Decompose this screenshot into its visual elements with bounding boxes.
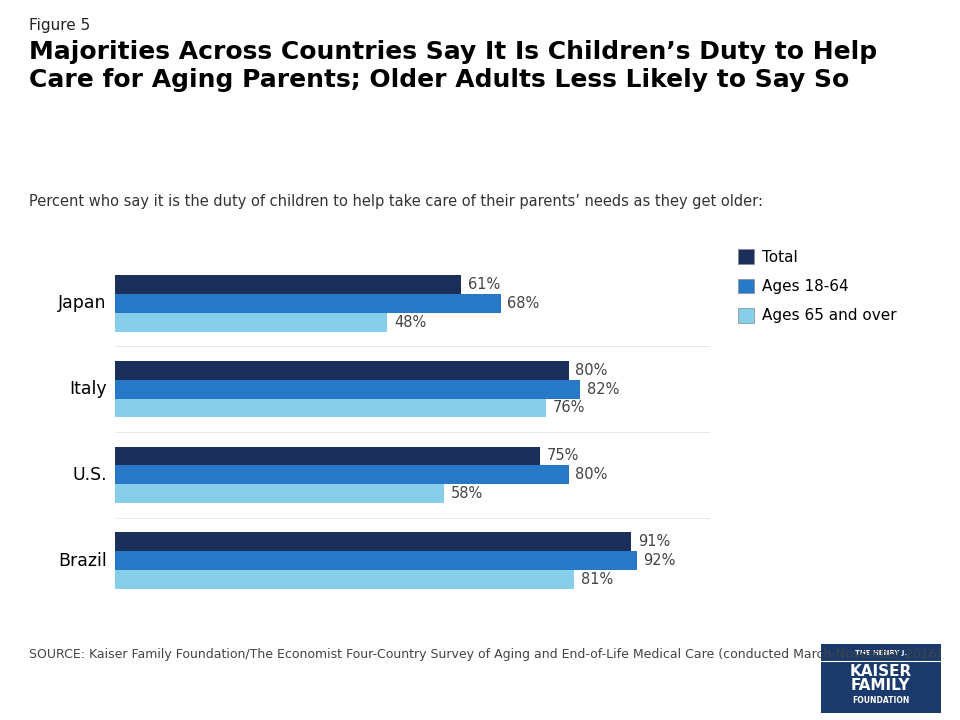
- Text: 81%: 81%: [581, 572, 613, 587]
- Text: 75%: 75%: [547, 449, 580, 464]
- Text: THE HENRY J.: THE HENRY J.: [854, 649, 907, 656]
- Text: Percent who say it is the duty of children to help take care of their parents’ n: Percent who say it is the duty of childr…: [29, 194, 763, 210]
- Bar: [115, 294, 501, 313]
- Bar: [115, 570, 574, 589]
- Text: SOURCE: Kaiser Family Foundation/The Economist Four-Country Survey of Aging and : SOURCE: Kaiser Family Foundation/The Eco…: [29, 648, 941, 661]
- Bar: [115, 399, 546, 418]
- Text: 92%: 92%: [643, 553, 676, 568]
- Bar: [115, 361, 568, 379]
- Bar: [115, 551, 636, 570]
- Bar: [115, 532, 631, 551]
- Text: FOUNDATION: FOUNDATION: [852, 696, 909, 705]
- Text: KAISER: KAISER: [850, 665, 912, 679]
- Text: 82%: 82%: [587, 382, 619, 397]
- Text: Majorities Across Countries Say It Is Children’s Duty to Help
Care for Aging Par: Majorities Across Countries Say It Is Ch…: [29, 40, 876, 92]
- Text: 68%: 68%: [508, 296, 540, 311]
- Bar: [115, 379, 580, 399]
- Bar: [115, 275, 461, 294]
- Text: 80%: 80%: [575, 363, 608, 378]
- Text: 58%: 58%: [451, 486, 483, 501]
- Bar: [115, 485, 444, 503]
- Text: 61%: 61%: [468, 277, 500, 292]
- Text: 91%: 91%: [637, 534, 670, 549]
- Text: 80%: 80%: [575, 467, 608, 482]
- Text: FAMILY: FAMILY: [852, 678, 910, 693]
- Text: 76%: 76%: [553, 400, 586, 415]
- Bar: [115, 313, 387, 332]
- Legend: Total, Ages 18-64, Ages 65 and over: Total, Ages 18-64, Ages 65 and over: [730, 242, 904, 331]
- Text: 48%: 48%: [395, 315, 426, 330]
- Bar: [115, 446, 540, 465]
- Text: Figure 5: Figure 5: [29, 18, 90, 33]
- Bar: [115, 465, 568, 485]
